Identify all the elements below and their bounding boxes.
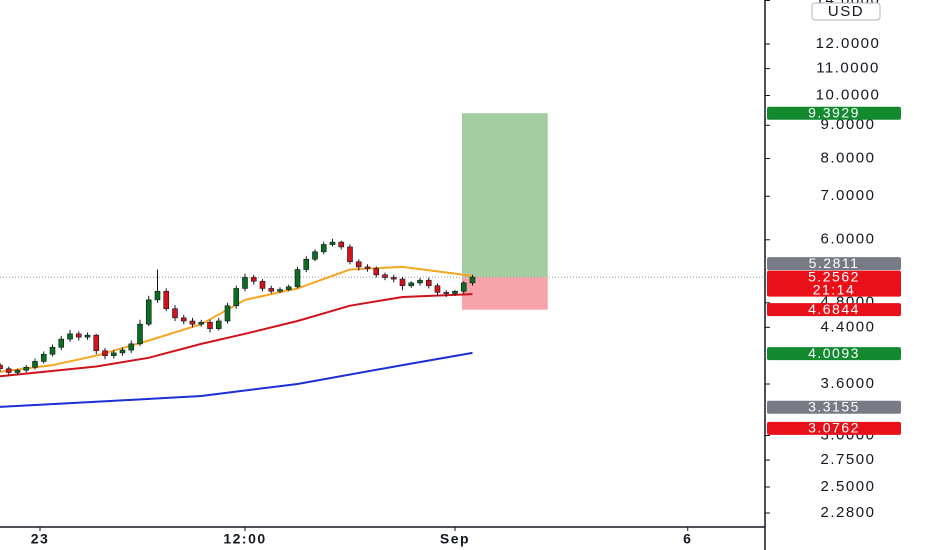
candle-body xyxy=(294,269,301,288)
currency-box xyxy=(811,2,881,21)
candle-body xyxy=(224,305,231,322)
x-tick-label: 12:00 xyxy=(223,531,266,547)
candle-body xyxy=(93,334,100,352)
candle-body xyxy=(434,285,441,293)
price-badge xyxy=(767,257,901,271)
loss-zone xyxy=(461,277,548,310)
candle-body xyxy=(382,274,388,278)
candle-body xyxy=(250,277,257,282)
y-tick-label: 8.0000 xyxy=(821,149,876,166)
candle-body xyxy=(399,278,406,286)
candle-body xyxy=(469,276,476,284)
candle-body xyxy=(67,333,73,340)
y-tick-label: 2.7500 xyxy=(821,451,876,468)
x-tick-label: 6 xyxy=(683,531,692,547)
candle-body xyxy=(40,353,47,362)
candle-body xyxy=(5,368,12,373)
y-tick-label: 12.0000 xyxy=(816,35,881,52)
candle-body xyxy=(268,288,275,292)
candle-body xyxy=(32,361,38,368)
candle-body xyxy=(58,338,65,348)
candle-body xyxy=(172,308,178,319)
candle-body xyxy=(180,317,187,322)
candle-body xyxy=(417,279,423,284)
y-tick-label: 3.6000 xyxy=(821,375,876,392)
candle-body xyxy=(137,323,143,345)
candle-body xyxy=(425,279,432,286)
candle-body xyxy=(163,290,170,310)
candle-body xyxy=(443,292,450,294)
y-tick-label: 10.0000 xyxy=(816,86,881,103)
moving-average-line xyxy=(0,351,473,408)
candle-body xyxy=(145,299,152,325)
candle-body xyxy=(84,334,91,338)
y-tick-label: 9.0000 xyxy=(821,116,876,133)
price-badge-label: 4.0093 xyxy=(808,345,860,361)
candle-body xyxy=(259,280,266,289)
candle-body xyxy=(242,277,248,289)
price-badge-label: 9.3929 xyxy=(808,104,860,120)
candle-body xyxy=(364,266,371,269)
candle-body xyxy=(373,268,380,276)
candle-body xyxy=(198,321,205,325)
candle-body xyxy=(277,289,283,292)
profit-zone xyxy=(461,113,548,278)
candle-body xyxy=(338,241,345,248)
y-tick-label: 2.2800 xyxy=(821,504,876,521)
candle-body xyxy=(460,282,467,292)
x-tick-label: 23 xyxy=(31,531,50,547)
price-badge xyxy=(767,421,901,435)
price-badge-label: 4.6844 xyxy=(808,301,860,317)
candle-body xyxy=(189,320,196,325)
candle-body xyxy=(119,349,126,354)
candle-body xyxy=(285,286,292,290)
candle-body xyxy=(303,258,310,270)
candle-body xyxy=(390,277,397,280)
x-tick-label: Sep xyxy=(440,531,470,547)
candle-body xyxy=(207,321,213,329)
price-badge xyxy=(767,347,901,361)
price-badge xyxy=(767,400,901,414)
countdown-label: 21:14 xyxy=(813,281,856,297)
candle-body xyxy=(23,366,30,371)
price-badge xyxy=(767,303,901,317)
candle-body xyxy=(154,290,161,301)
candle-body xyxy=(128,343,135,351)
candle-body xyxy=(452,290,458,294)
candle-body xyxy=(408,282,415,286)
currency-label: USD xyxy=(828,3,864,20)
candle-body xyxy=(355,261,362,268)
y-tick-label: 7.0000 xyxy=(821,187,876,204)
price-badge-label: 3.0762 xyxy=(808,420,860,436)
y-tick-label: 2.5000 xyxy=(821,478,876,495)
candle-body xyxy=(49,346,56,355)
price-badge-label: 5.2562 xyxy=(808,268,860,284)
candle-body xyxy=(233,288,240,307)
candle-body xyxy=(110,352,117,356)
candle-body xyxy=(329,241,336,245)
moving-average-line xyxy=(0,293,473,378)
candle-body xyxy=(215,320,222,329)
candle-body xyxy=(312,251,318,260)
price-badge-label: 3.3155 xyxy=(808,398,860,414)
candle-body xyxy=(14,369,21,373)
candle-body xyxy=(320,244,327,253)
candle-body xyxy=(102,350,108,356)
candle-body xyxy=(347,246,353,263)
y-tick-label: 4.4000 xyxy=(821,318,876,335)
plot-area xyxy=(0,113,765,408)
candle-body xyxy=(0,364,3,370)
price-badge xyxy=(767,270,901,297)
y-tick-label: 6.0000 xyxy=(821,231,876,248)
price-badge xyxy=(767,106,901,120)
price-badge-label: 5.2811 xyxy=(809,255,860,271)
candle-body xyxy=(75,333,82,338)
y-tick-label: 11.0000 xyxy=(816,60,880,77)
